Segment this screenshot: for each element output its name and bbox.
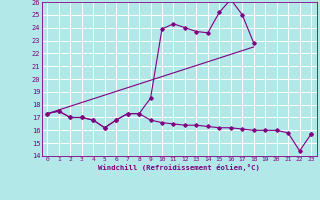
- X-axis label: Windchill (Refroidissement éolien,°C): Windchill (Refroidissement éolien,°C): [98, 164, 260, 171]
